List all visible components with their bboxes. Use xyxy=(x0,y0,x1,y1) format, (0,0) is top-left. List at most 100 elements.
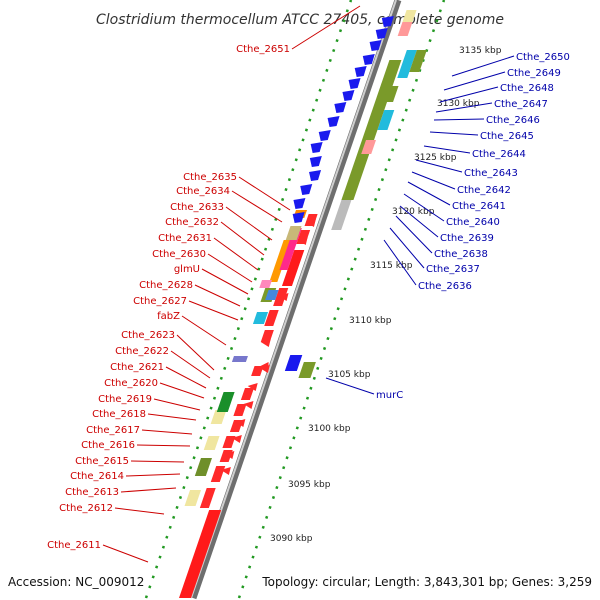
forward-gene-label[interactable]: Cthe_2649 xyxy=(507,68,561,79)
gene-label-leader xyxy=(170,350,211,379)
forward-gene-label[interactable]: Cthe_2645 xyxy=(480,131,534,142)
reverse-gene-label[interactable]: Cthe_2630 xyxy=(152,249,206,260)
reverse-gene-label[interactable]: Cthe_2613 xyxy=(65,487,119,498)
backbone-highlight xyxy=(190,0,397,599)
gene-label-leader xyxy=(102,544,149,563)
scale-tick-label: 3100 kbp xyxy=(308,424,351,434)
gene-feature xyxy=(210,410,227,424)
reverse-gene-label[interactable]: Cthe_2611 xyxy=(47,540,101,551)
forward-gene-arrow xyxy=(300,184,313,195)
reverse-gene-label[interactable]: Cthe_2631 xyxy=(158,233,212,244)
reverse-gene-arrow xyxy=(243,401,254,409)
gene-feature xyxy=(397,50,417,78)
gene-feature xyxy=(284,355,303,371)
reverse-gene-label[interactable]: Cthe_2620 xyxy=(104,378,158,389)
backbone-line xyxy=(189,0,402,600)
reverse-gene-label[interactable]: Cthe_2628 xyxy=(139,280,193,291)
forward-gene-arrow xyxy=(310,142,323,153)
gene-label-leader xyxy=(429,131,479,136)
gene-label-leader xyxy=(231,190,283,223)
reverse-gene-arrow xyxy=(231,435,242,443)
reverse-gene-arrow xyxy=(260,362,269,370)
gene-label-leader xyxy=(399,205,439,238)
reverse-gene-arrow xyxy=(305,219,316,227)
reverse-gene-label[interactable]: Cthe_2617 xyxy=(86,425,140,436)
forward-gene-label[interactable]: Cthe_2648 xyxy=(500,83,554,94)
forward-gene-arrow xyxy=(309,156,322,167)
reverse-gene-label[interactable]: Cthe_2651 xyxy=(236,44,290,55)
forward-gene-arrow xyxy=(348,78,361,89)
forward-gene-label[interactable]: Cthe_2644 xyxy=(472,149,526,160)
gene-label-leader xyxy=(238,176,291,211)
forward-gene-label[interactable]: Cthe_2639 xyxy=(440,233,494,244)
reverse-gene-labels: Cthe_2651 Cthe_2635 Cthe_2634 Cthe_2633 Cthe… xyxy=(47,5,361,563)
gene-label-leader xyxy=(125,473,181,477)
gene-label-leader xyxy=(188,300,239,321)
forward-gene-label[interactable]: murC xyxy=(376,390,403,401)
reverse-gene-label[interactable]: Cthe_2614 xyxy=(70,471,124,482)
gene-feature xyxy=(251,366,264,376)
gene-label-leader xyxy=(136,444,191,447)
gene-label-leader xyxy=(403,193,445,222)
forward-gene-arrow xyxy=(327,116,340,127)
gene-feature xyxy=(409,50,427,72)
reverse-gene-label[interactable]: glmU xyxy=(174,264,200,275)
gene-label-leader xyxy=(433,118,485,121)
reverse-gene-label[interactable]: Cthe_2612 xyxy=(59,503,113,514)
gene-feature xyxy=(281,250,305,286)
gene-feature xyxy=(210,466,226,482)
reverse-gene-label[interactable]: Cthe_2619 xyxy=(98,394,152,405)
scale-tick-label: 3130 kbp xyxy=(437,99,480,109)
reverse-gene-label[interactable]: Cthe_2622 xyxy=(115,346,169,357)
gene-label-leader xyxy=(423,145,471,154)
forward-gene-arrow xyxy=(354,66,367,77)
reverse-gene-label[interactable]: Cthe_2615 xyxy=(75,456,129,467)
forward-gene-label[interactable]: Cthe_2641 xyxy=(452,201,506,212)
gene-feature xyxy=(361,140,377,154)
reverse-gene-label[interactable]: Cthe_2618 xyxy=(92,409,146,420)
reverse-gene-label[interactable]: fabZ xyxy=(157,311,180,322)
gene-feature xyxy=(240,388,254,400)
gene-label-leader xyxy=(415,159,463,173)
forward-gene-arrow xyxy=(334,102,347,113)
forward-gene-label[interactable]: Cthe_2636 xyxy=(418,281,472,292)
gene-feature xyxy=(184,490,202,506)
gene-feature xyxy=(285,226,302,240)
gene-feature xyxy=(265,290,279,300)
gene-label-leader xyxy=(201,268,249,295)
forward-gene-label[interactable]: Cthe_2642 xyxy=(457,185,511,196)
forward-gene-label[interactable]: Cthe_2640 xyxy=(446,217,500,228)
gene-label-leader xyxy=(176,334,215,371)
forward-gene-label[interactable]: Cthe_2647 xyxy=(494,99,548,110)
genome-backbone xyxy=(189,0,402,600)
reverse-gene-label[interactable]: Cthe_2627 xyxy=(133,296,187,307)
gene-label-leader xyxy=(291,5,361,50)
reverse-gene-label[interactable]: Cthe_2623 xyxy=(121,330,175,341)
reverse-gene-label[interactable]: Cthe_2616 xyxy=(81,440,135,451)
gene-label-leader xyxy=(451,55,515,77)
gene-feature xyxy=(298,362,316,378)
forward-gene-arrow xyxy=(309,170,322,181)
reverse-gene-label[interactable]: Cthe_2634 xyxy=(176,186,230,197)
reverse-gene-label[interactable]: Cthe_2633 xyxy=(170,202,224,213)
gene-label-leader xyxy=(325,377,375,395)
reverse-gene-label[interactable]: Cthe_2632 xyxy=(165,217,219,228)
feature-tracks xyxy=(179,10,427,598)
reverse-gene-label[interactable]: Cthe_2635 xyxy=(183,172,237,183)
forward-gene-label[interactable]: Cthe_2650 xyxy=(516,52,570,63)
forward-gene-labels: Cthe_2650 Cthe_2649 Cthe_2648 Cthe_2647 Cthe… xyxy=(325,52,570,401)
gene-label-leader xyxy=(114,507,165,515)
forward-gene-label[interactable]: Cthe_2638 xyxy=(434,249,488,260)
gene-label-leader xyxy=(395,215,433,254)
gene-label-leader xyxy=(147,413,197,421)
forward-gene-label[interactable]: Cthe_2637 xyxy=(426,264,480,275)
gene-feature xyxy=(194,458,212,476)
forward-gene-label[interactable]: Cthe_2646 xyxy=(486,115,540,126)
forward-gene-label[interactable]: Cthe_2643 xyxy=(464,168,518,179)
forward-gene-arrow xyxy=(362,54,375,65)
reverse-gene-label[interactable]: Cthe_2621 xyxy=(110,362,164,373)
gene-label-leader xyxy=(207,253,253,283)
gene-feature xyxy=(259,280,273,288)
scale-tick-label: 3120 kbp xyxy=(392,207,435,217)
